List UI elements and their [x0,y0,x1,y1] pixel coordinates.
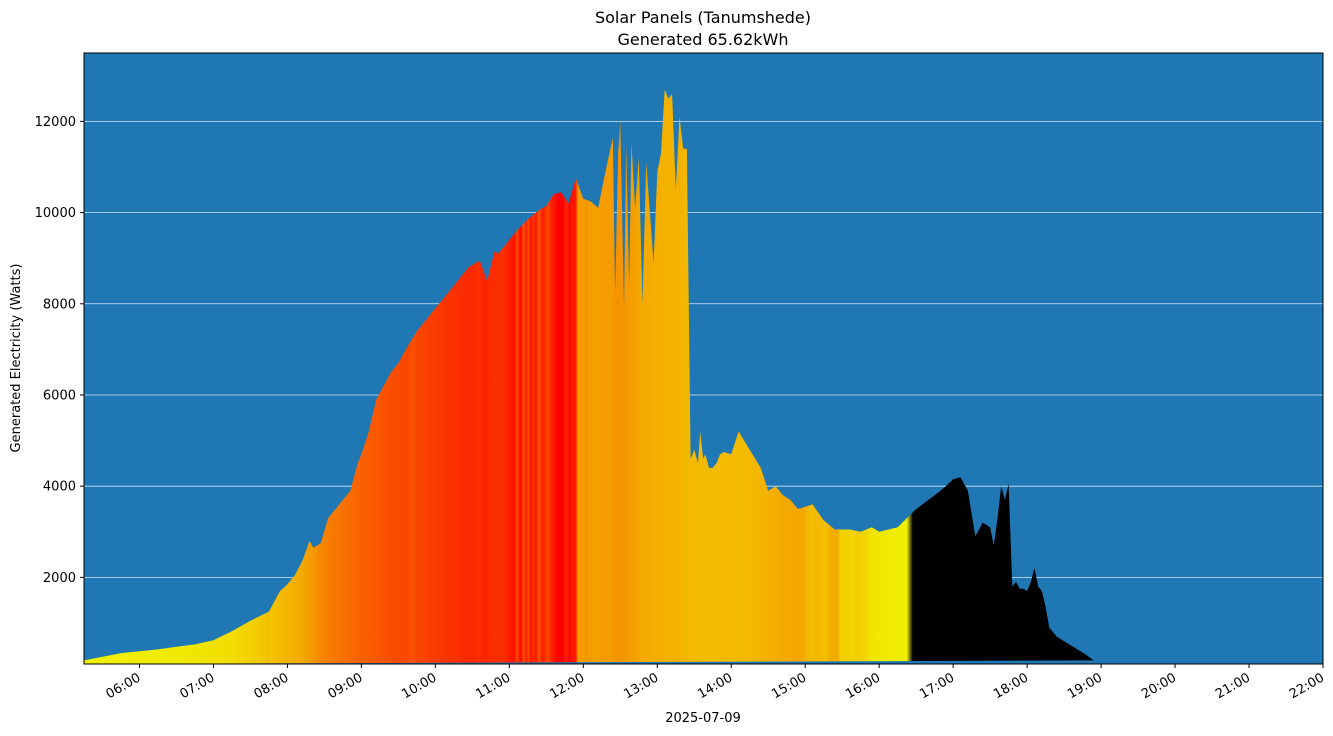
x-tick-label: 06:00 [104,670,144,702]
x-tick-label: 16:00 [843,670,883,702]
chart-subtitle: Generated 65.62kWh [618,30,789,49]
x-tick-label: 12:00 [547,670,587,702]
x-tick-label: 11:00 [473,670,513,702]
x-tick-label: 15:00 [769,670,809,702]
x-tick-label: 09:00 [325,670,365,702]
x-axis: 06:00 07:00 08:00 09:00 10:00 11:00 12:00 13:00… [104,664,1327,702]
x-axis-label: 2025-07-09 [665,711,741,726]
y-tick-label: 12000 [35,115,76,130]
y-tick-label: 6000 [43,388,76,403]
x-tick-label: 10:00 [399,670,439,702]
x-tick-label: 18:00 [991,670,1031,702]
y-axis: 2000 4000 6000 8000 10000 12000 [35,115,84,586]
y-tick-label: 2000 [43,571,76,586]
x-tick-label: 08:00 [251,670,291,702]
x-tick-label: 22:00 [1287,670,1327,702]
y-tick-label: 8000 [43,297,76,312]
y-tick-label: 4000 [43,480,76,495]
y-axis-label: Generated Electricity (Watts) [9,264,24,453]
x-tick-label: 14:00 [695,670,735,702]
x-tick-label: 07:00 [177,670,217,702]
y-tick-label: 10000 [35,206,76,221]
x-tick-label: 19:00 [1065,670,1105,702]
generation-area [84,89,1094,664]
x-tick-label: 20:00 [1139,670,1179,702]
chart-title: Solar Panels (Tanumshede) [595,8,811,27]
x-tick-label: 21:00 [1213,670,1253,702]
x-tick-label: 13:00 [621,670,661,702]
plot-frame [83,52,1324,665]
x-tick-label: 17:00 [917,670,957,702]
